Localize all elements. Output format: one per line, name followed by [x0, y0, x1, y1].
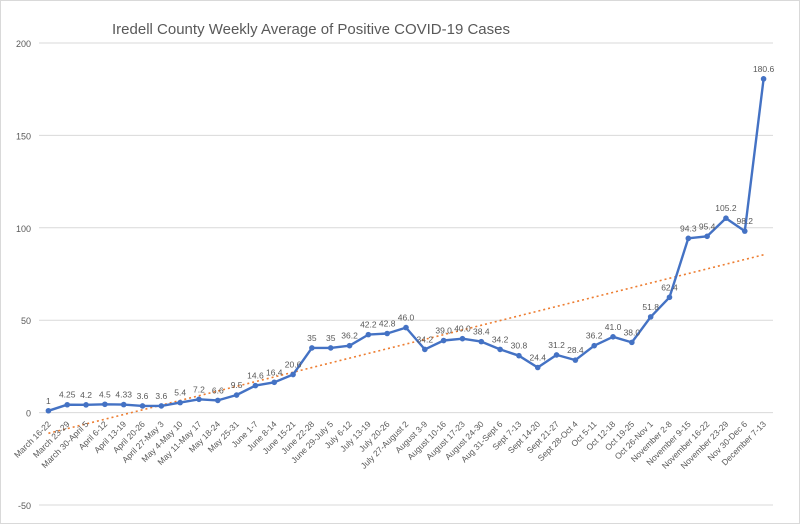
data-label: 4.2: [80, 390, 92, 400]
data-point: [629, 339, 635, 346]
data-label: 38.0: [624, 327, 641, 337]
data-label: 7.2: [193, 384, 205, 394]
data-label: 34.2: [417, 334, 434, 344]
data-label: 5.4: [174, 388, 186, 398]
data-point: [290, 371, 296, 378]
data-label: 180.6: [753, 64, 775, 74]
data-point: [233, 392, 240, 398]
data-point: [196, 396, 202, 403]
data-label: 51.8: [642, 302, 659, 312]
series-line-layer: [48, 78, 765, 412]
data-label: 98.2: [736, 216, 753, 226]
data-label: 40.0: [454, 324, 471, 334]
data-label: 39.0: [435, 326, 452, 336]
data-label: 62.4: [661, 282, 678, 292]
data-points: [45, 76, 767, 414]
data-point: [478, 338, 485, 345]
y-tick-label: 200: [16, 39, 31, 49]
data-label: 41.0: [605, 322, 622, 332]
data-point: [120, 401, 127, 408]
data-point: [591, 342, 598, 349]
data-label: 36.2: [586, 331, 603, 341]
data-point: [497, 346, 503, 353]
data-point: [760, 76, 767, 82]
y-tick-label: 50: [21, 316, 31, 326]
data-point: [610, 334, 616, 340]
data-label: 46.0: [398, 313, 415, 323]
data-point: [666, 294, 673, 301]
data-point: [647, 314, 654, 320]
data-point: [102, 401, 108, 408]
data-label: 94.3: [680, 223, 697, 233]
data-point: [459, 335, 466, 342]
data-point: [741, 228, 748, 234]
data-point: [440, 337, 447, 344]
data-point: [403, 324, 409, 331]
chart-title: Iredell County Weekly Average of Positiv…: [112, 21, 510, 38]
data-label: 28.4: [567, 345, 584, 355]
y-tick-label: 150: [16, 131, 31, 141]
data-labels: 1 4.25 4.2 4.5 4.33 3.6 3.6 5.4 7.2 6.6 9.5 14.6 16.…: [46, 64, 774, 406]
y-tick-label: 100: [16, 224, 31, 234]
y-axis-ticks: 200 150 100 50 0 -50: [16, 39, 31, 511]
data-point: [309, 345, 315, 351]
data-point: [384, 330, 390, 337]
data-label: 20.6: [285, 360, 302, 370]
data-point: [45, 407, 52, 414]
data-point: [685, 235, 692, 242]
data-point: [83, 402, 89, 408]
data-label: 1: [46, 396, 51, 406]
data-label: 16.4: [266, 367, 283, 377]
data-label: 24.4: [529, 353, 546, 363]
data-label: 4.25: [59, 390, 76, 400]
data-label: 105.2: [715, 203, 737, 213]
data-label: 95.4: [699, 221, 716, 231]
data-point: [252, 382, 259, 389]
data-point: [704, 233, 710, 240]
data-label: 4.33: [115, 390, 132, 400]
data-label: 3.6: [155, 391, 167, 401]
data-point: [553, 352, 560, 358]
data-point: [365, 331, 372, 338]
y-tick-label: -50: [18, 501, 31, 511]
data-point: [158, 403, 165, 409]
data-label: 3.6: [137, 391, 149, 401]
data-point: [214, 397, 221, 404]
grid-lines: [39, 42, 773, 506]
data-point: [327, 345, 334, 351]
data-point: [572, 357, 579, 363]
data-point: [516, 352, 522, 359]
data-point: [723, 215, 729, 221]
data-point: [177, 399, 183, 406]
data-label: 31.2: [548, 340, 565, 350]
data-label: 9.5: [231, 380, 243, 390]
data-point: [271, 379, 278, 386]
series-line: [48, 78, 765, 412]
data-label: 35: [307, 333, 317, 343]
data-label: 30.8: [511, 341, 528, 351]
data-point: [346, 342, 353, 349]
data-label: 38.4: [473, 327, 490, 337]
data-label: 42.2: [360, 320, 377, 330]
data-point: [64, 401, 71, 408]
data-label: 6.6: [212, 385, 224, 395]
data-label: 14.6: [247, 371, 264, 381]
data-label: 4.5: [99, 389, 111, 399]
data-point: [534, 364, 541, 371]
y-tick-label: 0: [26, 409, 31, 419]
data-label: 35: [326, 333, 336, 343]
data-label: 36.2: [341, 331, 358, 341]
data-label: 42.8: [379, 319, 396, 329]
data-point: [139, 403, 146, 409]
data-label: 34.2: [492, 334, 509, 344]
data-point: [422, 346, 428, 353]
